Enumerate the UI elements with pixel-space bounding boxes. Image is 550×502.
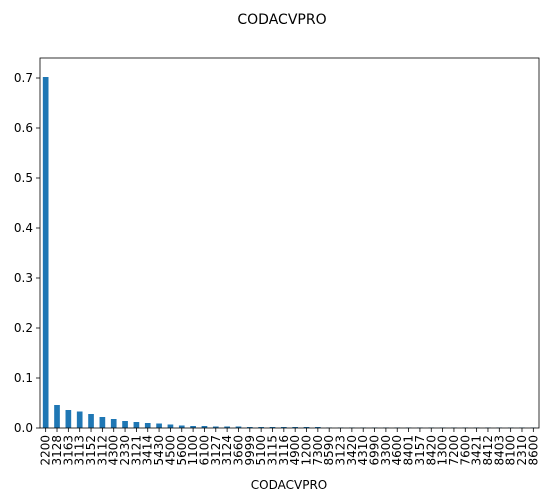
plot-frame: [39, 57, 540, 429]
y-tick-label: 0.3: [14, 271, 33, 285]
x-tick-label: 1300: [436, 435, 450, 466]
y-tick-label: 0.7: [14, 71, 33, 85]
x-tick-label: 3128: [50, 435, 64, 466]
x-tick-label: 5100: [254, 435, 268, 466]
bar: [76, 411, 83, 428]
x-tick-label: 2310: [515, 435, 529, 466]
x-tick-label: 4300: [107, 435, 121, 466]
chart-title: CODACVPRO: [237, 12, 326, 28]
x-tick-label: 6100: [197, 435, 211, 466]
x-tick-label: 5430: [152, 435, 166, 466]
bar: [156, 423, 162, 428]
bar: [110, 419, 117, 428]
bar: [269, 427, 276, 428]
y-tick-label: 0.1: [14, 371, 33, 385]
bar: [133, 422, 140, 428]
x-tick-label: 3116: [277, 435, 291, 466]
bar: [246, 427, 253, 428]
bar: [167, 424, 174, 428]
x-tick-label: 8403: [492, 435, 506, 466]
y-tick-label: 0.0: [14, 421, 33, 435]
x-tick-label: 4500: [163, 435, 177, 466]
x-tick-label: 8600: [526, 435, 540, 466]
y-axis: 0.0 0.1 0.2 0.3 0.4 0.5 0.6 0.7: [14, 71, 40, 435]
x-tick-label: 8100: [504, 435, 518, 466]
x-tick-label: 1200: [300, 435, 314, 466]
x-axis: 2200312831633113315231124300233031213414…: [39, 428, 540, 466]
x-tick-label: 3121: [129, 435, 143, 466]
bar: [65, 410, 72, 428]
x-tick-label: 6990: [368, 435, 382, 466]
bar: [280, 427, 287, 428]
x-tick-label: 3115: [265, 435, 279, 466]
bar: [88, 414, 94, 428]
x-tick-label: 1100: [186, 435, 200, 466]
bar: [42, 77, 49, 428]
x-tick-label: 8412: [481, 435, 495, 466]
bar: [122, 421, 128, 428]
x-tick-label: 7300: [311, 435, 325, 466]
x-tick-label: 3152: [84, 435, 98, 466]
bar: [224, 426, 230, 428]
bar: [144, 423, 151, 428]
y-tick-label: 0.6: [14, 121, 33, 135]
x-tick-label: 3163: [61, 435, 75, 466]
x-tick-label: 7200: [447, 435, 461, 466]
x-tick-label: 4600: [390, 435, 404, 466]
x-tick-label: 3113: [73, 435, 87, 466]
x-tick-label: 2330: [118, 435, 132, 466]
x-tick-label: 3124: [220, 435, 234, 466]
bar: [178, 425, 185, 428]
x-tick-label: 3421: [470, 435, 484, 466]
bar: [303, 427, 310, 428]
bar: [315, 427, 321, 428]
x-tick-label: 7600: [458, 435, 472, 466]
y-tick-label: 0.2: [14, 321, 33, 335]
x-tick-label: 8590: [322, 435, 336, 466]
y-tick-label: 0.4: [14, 221, 33, 235]
x-tick-label: 3300: [379, 435, 393, 466]
x-tick-label: 3127: [209, 435, 223, 466]
bars-group: [42, 77, 537, 428]
bar: [258, 427, 264, 428]
x-tick-label: 3112: [95, 435, 109, 466]
bar: [99, 417, 106, 428]
x-axis-label: CODACVPRO: [251, 478, 327, 492]
x-tick-label: 5600: [175, 435, 189, 466]
x-tick-label: 3660: [231, 435, 245, 466]
x-tick-label: 9999: [243, 435, 257, 466]
x-tick-label: 4900: [288, 435, 302, 466]
x-tick-label: 3414: [141, 435, 155, 466]
bar: [54, 405, 60, 428]
bar: [201, 426, 208, 428]
x-tick-label: 2200: [39, 435, 53, 466]
bar: [292, 427, 299, 428]
bar: [212, 426, 219, 428]
y-tick-label: 0.5: [14, 171, 33, 185]
x-tick-label: 3123: [334, 435, 348, 466]
x-tick-label: 8420: [424, 435, 438, 466]
x-tick-label: 4310: [356, 435, 370, 466]
bar: [235, 426, 242, 428]
x-tick-label: 8401: [402, 435, 416, 466]
x-tick-label: 3420: [345, 435, 359, 466]
x-tick-label: 3157: [413, 435, 427, 466]
bar: [190, 426, 196, 428]
